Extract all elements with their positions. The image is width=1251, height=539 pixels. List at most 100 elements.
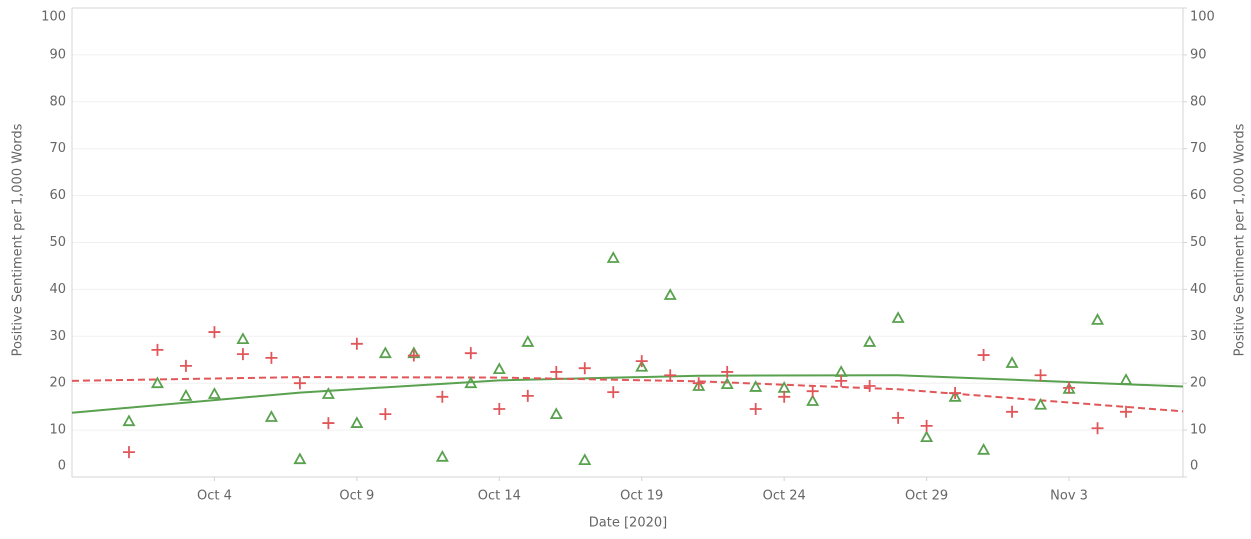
y2-tick-label: 100 [1190, 10, 1215, 25]
point [492, 362, 506, 375]
point [806, 385, 819, 398]
point [664, 369, 677, 382]
y-tick-label: 10 [49, 423, 66, 438]
y-tick-label: 70 [49, 141, 66, 156]
point [321, 387, 335, 399]
point [236, 348, 249, 361]
point [236, 332, 250, 345]
point [350, 416, 364, 428]
point [749, 402, 762, 415]
x-tick-label: Oct 4 [197, 489, 232, 504]
point [721, 365, 734, 378]
point [863, 380, 876, 393]
point [436, 390, 449, 403]
y2-tick-label: 20 [1190, 376, 1207, 391]
point [122, 414, 136, 427]
point [578, 362, 591, 375]
point [179, 359, 192, 372]
y-axis-title: Positive Sentiment per 1,000 Words [11, 123, 26, 356]
point [350, 337, 363, 350]
point [207, 387, 221, 399]
point [1091, 422, 1104, 435]
point [208, 326, 221, 339]
point [949, 387, 962, 400]
point [920, 419, 933, 432]
point [293, 377, 306, 390]
point [464, 376, 478, 389]
point [122, 446, 135, 459]
point [521, 389, 534, 402]
y2-tick-label: 80 [1190, 94, 1207, 109]
point [607, 386, 620, 399]
point [322, 417, 335, 430]
x-tick-label: Oct 19 [620, 489, 663, 504]
y-tick-label: 80 [49, 94, 66, 109]
point [549, 407, 563, 420]
point [778, 390, 791, 403]
point [663, 288, 677, 300]
point [749, 380, 763, 392]
point [578, 453, 592, 466]
point [1091, 313, 1105, 325]
y-tick-label: 0 [58, 459, 66, 474]
point [891, 311, 905, 323]
x-tick-label: Nov 3 [1050, 489, 1088, 504]
y2-tick-label: 60 [1190, 188, 1207, 203]
point [379, 408, 392, 421]
point [378, 346, 392, 359]
point [720, 377, 734, 390]
point [407, 349, 420, 362]
point [920, 430, 934, 443]
x-tick-label: Oct 9 [339, 489, 374, 504]
y2-tick-label: 0 [1190, 459, 1198, 474]
point [892, 411, 905, 424]
point [150, 376, 164, 389]
x-tick-label: Oct 14 [478, 489, 521, 504]
point [948, 389, 962, 402]
y-tick-label: 50 [49, 235, 66, 250]
y2-axis-title: Positive Sentiment per 1,000 Words [1233, 123, 1248, 356]
point [692, 377, 705, 390]
point [1034, 397, 1048, 410]
y2-tick-label: 40 [1190, 282, 1207, 297]
point [835, 374, 848, 387]
point [635, 359, 649, 372]
point [977, 442, 991, 455]
x-tick-label: Oct 29 [905, 489, 948, 504]
y-tick-label: 90 [49, 47, 66, 62]
point [863, 335, 877, 347]
x-tick-label: Oct 24 [763, 489, 806, 504]
y2-tick-label: 90 [1190, 47, 1207, 62]
y2-tick-label: 30 [1190, 329, 1207, 344]
point [550, 365, 563, 378]
point [435, 449, 449, 462]
trend-line [71, 376, 1184, 413]
point [293, 452, 307, 465]
y-tick-label: 40 [49, 282, 66, 297]
point [1006, 405, 1019, 418]
point [1005, 356, 1019, 368]
point [977, 349, 990, 362]
point [264, 410, 278, 422]
point [265, 351, 278, 364]
point [521, 335, 535, 347]
trend-line [71, 374, 1184, 414]
point [1034, 369, 1047, 382]
point [692, 379, 706, 391]
point [151, 343, 164, 356]
point [806, 394, 820, 406]
point [1120, 405, 1133, 418]
y-tick-label: 20 [49, 376, 66, 391]
y2-tick-label: 70 [1190, 141, 1207, 156]
point [1119, 373, 1133, 385]
y-tick-label: 30 [49, 329, 66, 344]
y-tick-label: 60 [49, 188, 66, 203]
point [606, 251, 620, 263]
point [179, 389, 193, 401]
point [1063, 381, 1076, 394]
point [635, 355, 648, 368]
y2-tick-label: 50 [1190, 235, 1207, 250]
point [493, 402, 506, 415]
point [464, 347, 477, 360]
